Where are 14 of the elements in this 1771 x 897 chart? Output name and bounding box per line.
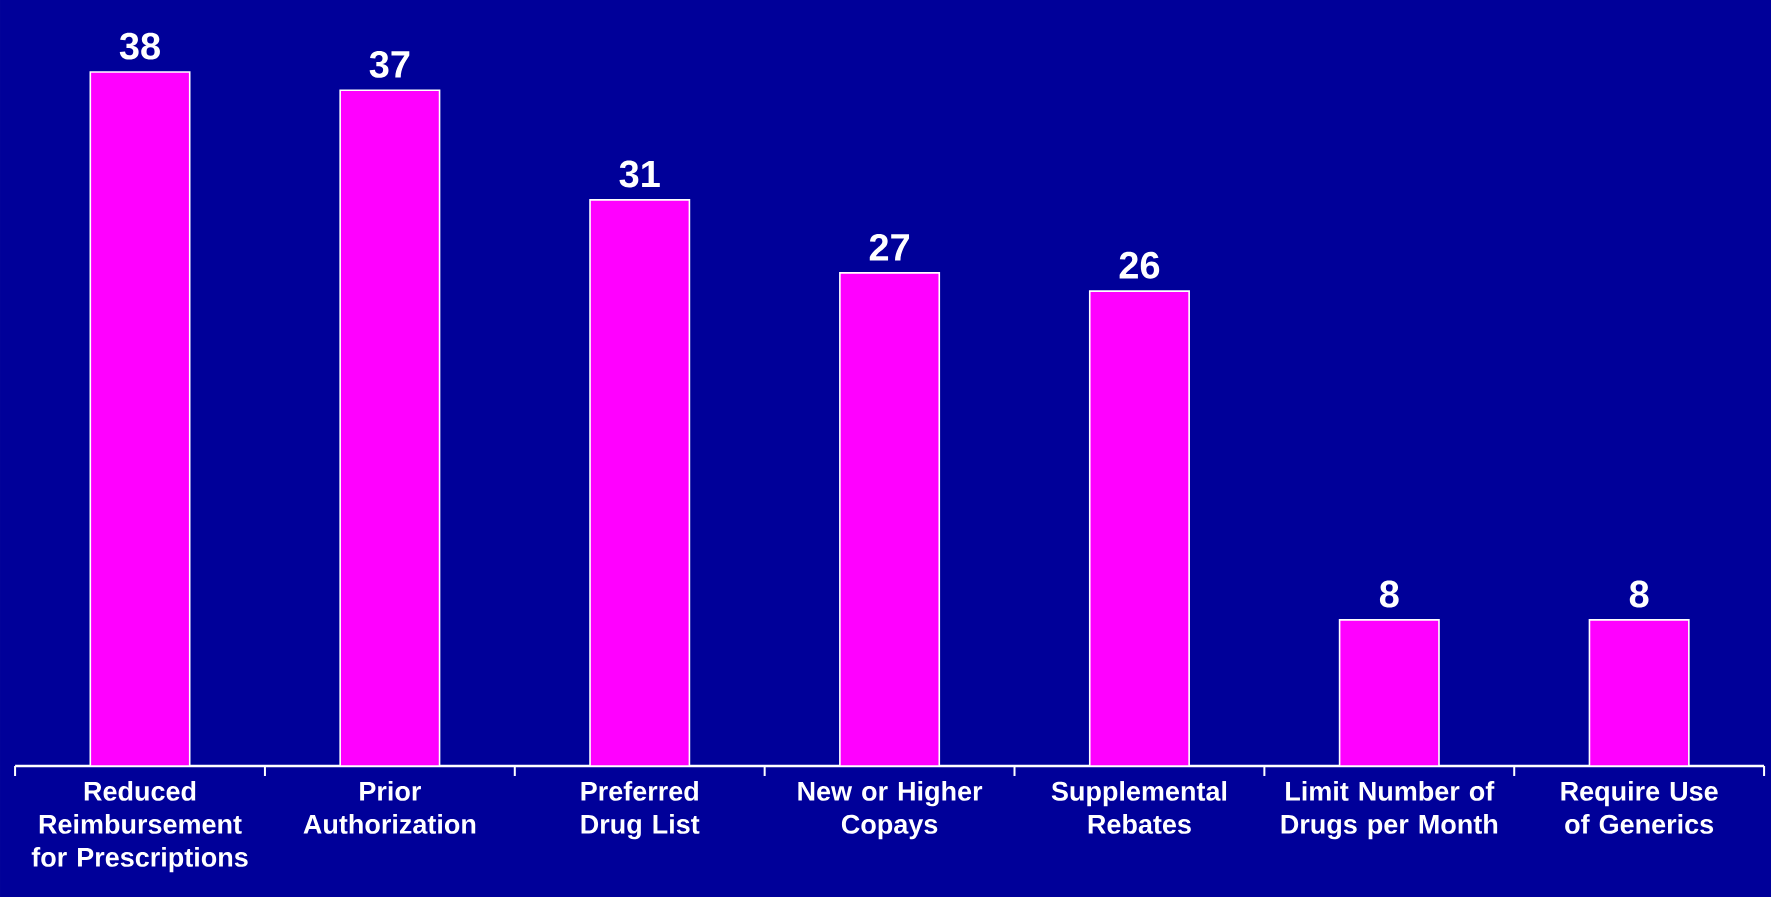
data-label: 27 xyxy=(869,233,910,261)
x-tick-label: Limit Number of Drugs per Month xyxy=(1281,781,1498,840)
data-label: 26 xyxy=(1119,251,1160,279)
x-tick-label: Prior Authorization xyxy=(303,781,476,834)
x-tick-label: Supplemental Rebates xyxy=(1051,781,1227,834)
x-tick-label: New or Higher Copays xyxy=(798,781,983,840)
x-tick-label: Require Use of Generics xyxy=(1561,781,1718,834)
data-label: 31 xyxy=(619,160,660,188)
data-label: 8 xyxy=(1629,580,1649,608)
data-label: 37 xyxy=(369,50,410,78)
x-tick-label: Preferred Drug List xyxy=(581,781,700,840)
data-label: 38 xyxy=(119,32,160,60)
data-label: 8 xyxy=(1379,580,1399,608)
x-tick-label: Reduced Reimbursement for Prescriptions xyxy=(31,781,248,873)
